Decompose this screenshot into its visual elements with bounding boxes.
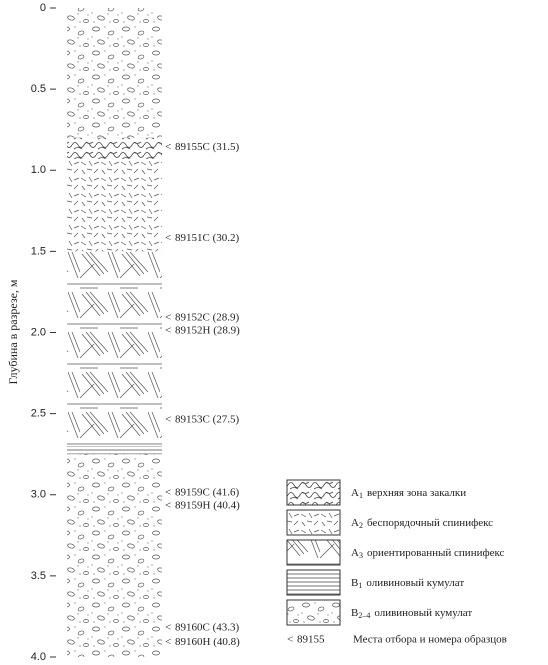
sample-label: 89153С (27.5) [175,414,240,426]
y-tick-label: 2.0 [31,326,46,338]
y-tick-label: 2.5 [31,408,46,420]
sample-marker: < [165,487,171,499]
legend-symbol: A [351,487,359,499]
sample-marker: < [165,141,171,153]
marker: < [287,634,293,646]
sample-label: 89159С (41.6) [175,487,240,499]
legend-label: A3 ориентированный спинифекс [351,547,505,560]
legend-swatch [286,599,341,626]
legend-text: ориентированный спинифекс [367,547,505,559]
legend-text: оливиновый кумулат [366,577,464,589]
y-tick-label: 4.0 [31,651,46,663]
y-tick-label: 1.5 [31,245,46,257]
legend-swatch [286,569,341,596]
legend-label: B2–4 оливиновый кумулат [351,607,472,620]
legend-symbol: B [351,607,358,619]
y-tick-label: 3.0 [31,489,46,501]
legend-label: A1 верхняя зона закалки [351,487,466,500]
column-zone [67,158,162,252]
sample-label: 89151С (30.2) [175,232,240,244]
legend-subscript: 2 [359,521,363,530]
legend-subscript: 2–4 [358,611,370,620]
column-zone [67,454,162,657]
sample-label: 89160С (43.3) [175,621,240,633]
legend-subscript: 3 [359,551,363,560]
sample-marker: < [165,414,171,426]
y-tick-label: 0 [40,2,46,14]
legend-text: верхняя зона закалки [367,487,466,499]
sample-marker: < [165,500,171,512]
y-axis-label: Глубина в разрезе, м [6,279,20,384]
legend-symbol: A [351,517,359,529]
legend-text: беспорядочный спинифекс [367,517,493,529]
y-tick-label: 1.0 [31,164,46,176]
sample-label: 89160Н (40.8) [175,636,240,648]
sample-marker: < [165,232,171,244]
legend-subscript: 1 [359,491,363,500]
y-tick-label: 0.5 [31,83,46,95]
sample-marker: < [165,324,171,336]
legend-sample-example: 89155 [297,634,325,646]
legend-label: A2 беспорядочный спинифекс [351,517,493,530]
column-zone [67,137,162,159]
y-tick-label: 3.5 [31,570,46,582]
legend-swatch [286,539,341,566]
sample-label: 89152Н (28.9) [175,324,240,336]
column-zone [67,251,162,447]
legend-label: B1 оливиновый кумулат [351,577,464,590]
legend-swatch [286,479,341,506]
column-zone [67,446,162,455]
legend-symbol: B [351,577,358,589]
sample-label: 89152С (28.9) [175,311,240,323]
legend-subscript: 1 [358,581,362,590]
sample-marker: < [165,621,171,633]
legend-text: оливиновый кумулат [374,607,472,619]
sample-label: 89155С (31.5) [175,141,240,153]
sample-marker: < [165,311,171,323]
sample-label: 89159Н (40.4) [175,500,240,512]
legend-sample-text: Места отбора и номера образцов [353,634,507,646]
column-zone [67,8,162,138]
sample-marker: < [165,636,171,648]
legend-symbol: A [351,547,359,559]
legend-swatch [286,509,341,536]
